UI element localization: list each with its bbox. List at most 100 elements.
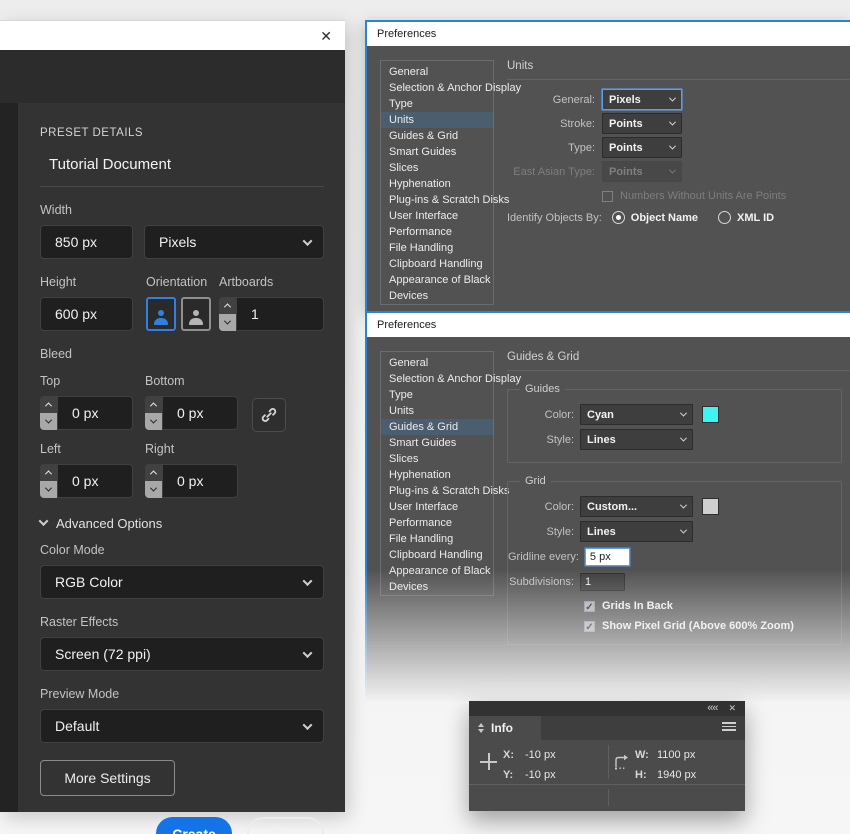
spinner-up-icon[interactable] <box>145 464 162 481</box>
sidebar-item-user-interface[interactable]: User Interface <box>389 210 459 222</box>
sidebar-item-selection-anchor-display[interactable]: Selection & Anchor Display <box>389 373 522 385</box>
grids-in-back-checkbox[interactable]: ✓ <box>584 600 595 613</box>
orientation-portrait-button[interactable] <box>146 297 176 331</box>
divider <box>608 745 609 779</box>
sidebar-item-hyphenation[interactable]: Hyphenation <box>389 469 451 481</box>
sidebar-item-performance[interactable]: Performance <box>389 517 452 529</box>
collapse-panel-icon[interactable]: «« <box>707 702 718 714</box>
spinner-down-icon[interactable] <box>145 413 162 430</box>
sidebar-item-selection-anchor-display[interactable]: Selection & Anchor Display <box>389 82 522 94</box>
chevron-down-icon <box>668 118 677 126</box>
guides-color-label: Color: <box>544 408 574 421</box>
sidebar-item-units[interactable]: Units <box>389 405 415 417</box>
type-units-dropdown[interactable]: Points <box>602 137 682 158</box>
sidebar-item-file-handling[interactable]: File Handling <box>389 533 454 545</box>
preferences-titlebar[interactable]: Preferences <box>367 311 850 337</box>
bleed-bottom-input[interactable]: 0 px <box>162 396 238 430</box>
panel-menu-icon[interactable] <box>722 722 736 731</box>
sidebar-item-devices[interactable]: Devices <box>389 290 429 302</box>
orientation-landscape-button[interactable] <box>181 297 211 331</box>
bleed-bottom-spinner[interactable] <box>145 396 162 430</box>
preview-mode-dropdown[interactable]: Default <box>40 709 324 743</box>
sidebar-item-clipboard-handling[interactable]: Clipboard Handling <box>389 258 483 270</box>
sidebar-item-units[interactable]: Units <box>381 112 493 128</box>
stroke-units-dropdown[interactable]: Points <box>602 113 682 134</box>
spinner-down-icon[interactable] <box>145 481 162 498</box>
raster-effects-dropdown[interactable]: Screen (72 ppi) <box>40 637 324 671</box>
preferences-sidebar: General Selection & Anchor Display Type … <box>380 351 522 596</box>
sidebar-item-appearance-of-black[interactable]: Appearance of Black <box>389 565 491 577</box>
guides-style-label: Style: <box>546 433 574 446</box>
spinner-up-icon[interactable] <box>40 396 57 413</box>
height-input[interactable]: 600 px <box>40 297 133 331</box>
create-button[interactable]: Create <box>156 817 232 834</box>
more-settings-button[interactable]: More Settings <box>40 760 175 796</box>
units-panel-title: Units <box>507 60 850 80</box>
guides-style-dropdown[interactable]: Lines <box>580 429 693 450</box>
preferences-titlebar[interactable]: Preferences <box>367 20 850 46</box>
bleed-right-input[interactable]: 0 px <box>162 464 238 498</box>
general-units-dropdown[interactable]: Pixels <box>602 89 682 110</box>
sidebar-item-file-handling[interactable]: File Handling <box>389 242 454 254</box>
sidebar-item-general[interactable]: General <box>389 357 429 369</box>
spinner-up-icon[interactable] <box>219 297 236 314</box>
sidebar-item-smart-guides[interactable]: Smart Guides <box>389 146 457 158</box>
grid-style-value: Lines <box>587 525 616 538</box>
show-pixel-grid-checkbox[interactable]: ✓ <box>584 620 595 633</box>
guides-color-dropdown[interactable]: Cyan <box>580 404 693 425</box>
sidebar-item-smart-guides[interactable]: Smart Guides <box>389 437 457 449</box>
sidebar-item-guides-grid[interactable]: Guides & Grid <box>389 130 459 142</box>
sidebar-item-slices[interactable]: Slices <box>389 162 419 174</box>
guides-color-swatch[interactable] <box>702 406 719 423</box>
sidebar-item-guides-grid[interactable]: Guides & Grid <box>381 419 493 435</box>
sidebar-item-slices[interactable]: Slices <box>389 453 419 465</box>
window-title: Preferences <box>377 28 437 40</box>
spinner-up-icon[interactable] <box>40 464 57 481</box>
sidebar-item-appearance-of-black[interactable]: Appearance of Black <box>389 274 491 286</box>
bleed-right-spinner[interactable] <box>145 464 162 498</box>
tab-info[interactable]: Info <box>469 716 541 740</box>
sidebar-item-hyphenation[interactable]: Hyphenation <box>389 178 451 190</box>
spinner-down-icon[interactable] <box>219 314 236 331</box>
sidebar-item-user-interface[interactable]: User Interface <box>389 501 459 513</box>
sidebar-item-general[interactable]: General <box>389 66 429 78</box>
bleed-left-input[interactable]: 0 px <box>57 464 133 498</box>
spinner-down-icon[interactable] <box>40 413 57 430</box>
grid-color-dropdown[interactable]: Custom... <box>580 496 693 517</box>
object-name-radio[interactable] <box>611 211 625 224</box>
artboards-input[interactable]: 1 <box>236 297 324 331</box>
spinner-up-icon[interactable] <box>145 396 162 413</box>
close-button[interactable]: Close <box>247 817 324 834</box>
advanced-options-toggle[interactable]: Advanced Options <box>38 515 324 531</box>
document-name-field[interactable]: Tutorial Document <box>49 156 171 173</box>
numbers-without-units-label: Numbers Without Units Are Points <box>620 190 787 202</box>
bleed-left-spinner[interactable] <box>40 464 57 498</box>
color-mode-dropdown[interactable]: RGB Color <box>40 565 324 599</box>
type-units-label: Type: <box>568 141 595 154</box>
xml-id-radio[interactable] <box>718 211 732 224</box>
spinner-down-icon[interactable] <box>40 481 57 498</box>
units-dropdown[interactable]: Pixels <box>144 225 324 259</box>
bleed-link-button[interactable] <box>252 398 286 432</box>
panel-cycle-icon[interactable] <box>478 723 484 733</box>
grid-color-swatch[interactable] <box>702 498 719 515</box>
x-label: X: <box>503 748 514 761</box>
gridline-every-input[interactable] <box>584 547 630 566</box>
close-icon[interactable]: ✕ <box>320 27 332 44</box>
sidebar-item-type[interactable]: Type <box>389 389 413 401</box>
sidebar-item-performance[interactable]: Performance <box>389 226 452 238</box>
close-icon[interactable]: ✕ <box>728 703 736 713</box>
sidebar-item-type[interactable]: Type <box>389 98 413 110</box>
bleed-top-input[interactable]: 0 px <box>57 396 133 430</box>
sidebar-item-plugins-scratch-disks[interactable]: Plug-ins & Scratch Disks <box>389 485 510 497</box>
sidebar-item-devices[interactable]: Devices <box>389 581 429 593</box>
bleed-top-spinner[interactable] <box>40 396 57 430</box>
sidebar-item-clipboard-handling[interactable]: Clipboard Handling <box>389 549 483 561</box>
artboards-spinner[interactable] <box>219 297 236 331</box>
east-asian-type-value: Points <box>609 165 643 178</box>
info-panel-titlebar[interactable]: «« ✕ <box>469 701 745 716</box>
subdivisions-input[interactable] <box>580 572 625 591</box>
grid-style-dropdown[interactable]: Lines <box>580 521 693 542</box>
width-input[interactable]: 850 px <box>40 225 133 259</box>
sidebar-item-plugins-scratch-disks[interactable]: Plug-ins & Scratch Disks <box>389 194 510 206</box>
